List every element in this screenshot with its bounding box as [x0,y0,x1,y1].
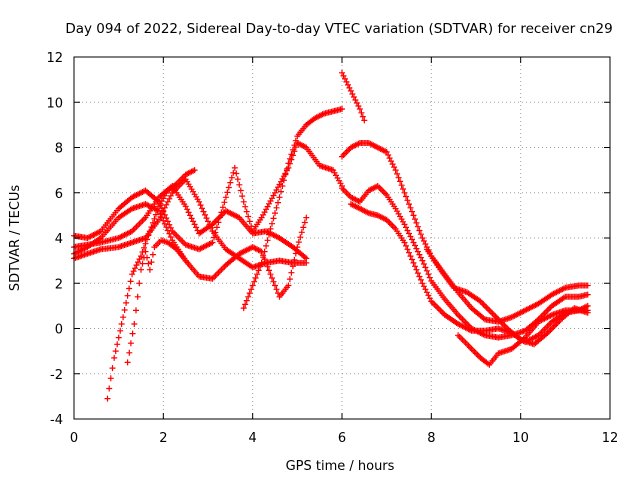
series-markers [423,246,591,348]
y-tick-label: 2 [55,277,63,292]
x-tick-label: 0 [70,431,78,446]
y-tick-label: 10 [46,96,63,111]
data-series [124,237,189,366]
x-axis-label: GPS time / hours [286,459,395,474]
series-markers [71,140,345,253]
x-tick-label: 10 [512,431,529,446]
data-series [339,69,368,124]
grid [74,57,610,419]
y-tick-label: 0 [55,323,63,338]
series-markers [240,106,345,312]
data-series [423,246,591,348]
data-points [71,69,591,402]
series-markers [339,69,368,124]
data-series [240,106,345,312]
x-tick-label: 8 [427,431,435,446]
axis-ticks: 0 2 4 6 8 10 12 -4 -2 0 2 4 6 8 10 12 [46,51,618,446]
x-tick-label: 12 [602,431,619,446]
y-axis-label: SDTVAR / TECUs [8,185,23,292]
y-tick-label: 8 [55,142,63,157]
data-series [104,167,198,402]
y-tick-label: 4 [55,232,63,247]
y-tick-label: -2 [50,368,63,383]
x-tick-label: 6 [338,431,346,446]
chart-title: Day 094 of 2022, Sidereal Day-to-day VTE… [65,21,612,37]
series-markers [124,237,189,366]
x-tick-label: 2 [159,431,167,446]
data-series [339,140,591,325]
y-tick-label: -4 [50,413,63,428]
y-tick-label: 6 [55,187,63,202]
data-series [71,140,345,253]
x-tick-label: 4 [249,431,257,446]
series-markers [339,140,591,325]
y-tick-label: 12 [46,51,63,66]
series-markers [104,167,198,402]
